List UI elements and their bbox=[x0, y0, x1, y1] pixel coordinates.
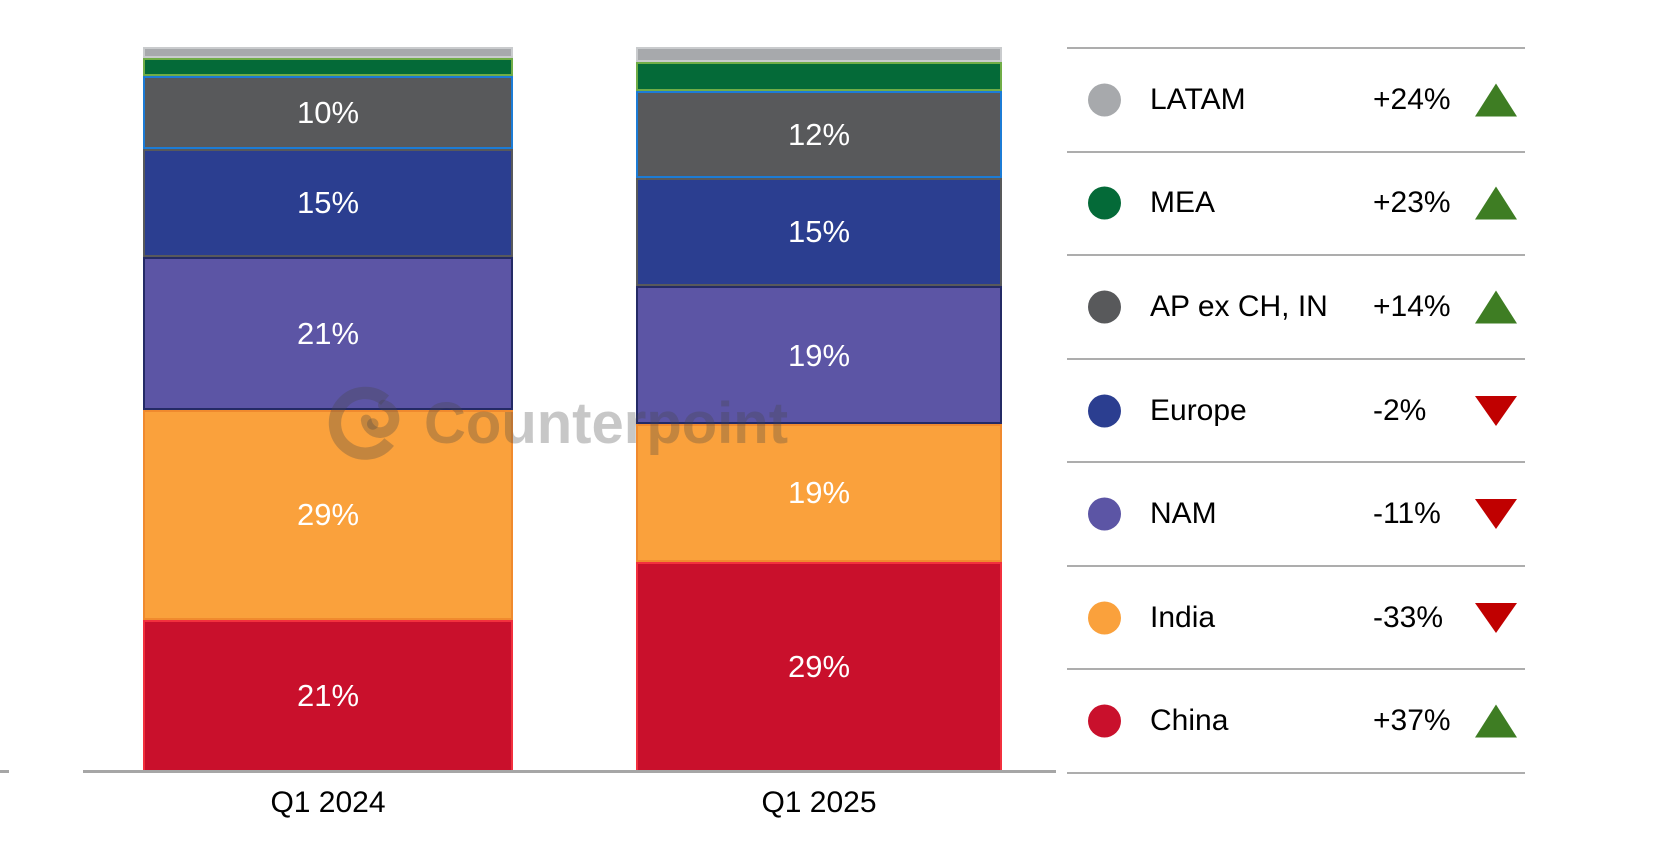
segment-value-label: 15% bbox=[787, 214, 851, 250]
segment-latam bbox=[143, 47, 513, 58]
legend-change-value: +23% bbox=[1373, 186, 1451, 220]
x-axis-label-q1-2024: Q1 2024 bbox=[270, 786, 386, 819]
trend-down-icon bbox=[1475, 499, 1517, 530]
legend-label: MEA bbox=[1150, 186, 1216, 220]
segment-value-label: 10% bbox=[296, 94, 360, 130]
legend-label: AP ex CH, IN bbox=[1150, 289, 1328, 323]
legend-label: NAM bbox=[1150, 497, 1217, 531]
segment-ap-ex-ch-in: 12% bbox=[636, 90, 1002, 178]
legend-color-dot-nam bbox=[1088, 497, 1121, 531]
x-axis-label-q1-2025: Q1 2025 bbox=[761, 786, 877, 819]
segment-value-label: 19% bbox=[787, 337, 851, 373]
chart-bar-q1-2024: 10% 15% 21% 29% 21% bbox=[143, 47, 513, 772]
legend-row-ap-ex-ch-in: AP ex CH, IN +14% bbox=[1067, 254, 1525, 358]
legend: LATAM +24% MEA +23% AP ex CH, IN +14% Europe -2… bbox=[1067, 47, 1525, 774]
legend-row-nam: NAM -11% bbox=[1067, 461, 1525, 565]
segment-china: 21% bbox=[143, 619, 513, 772]
legend-color-dot-mea bbox=[1088, 186, 1121, 220]
legend-change-value: -33% bbox=[1373, 600, 1444, 634]
legend-color-dot-ap-ex-ch-in bbox=[1088, 290, 1121, 324]
segment-value-label: 19% bbox=[787, 475, 851, 511]
trend-up-icon bbox=[1475, 83, 1517, 117]
trend-up-icon bbox=[1475, 186, 1517, 220]
segment-value-label: 15% bbox=[296, 185, 360, 221]
legend-color-dot-latam bbox=[1088, 83, 1121, 117]
x-axis-line bbox=[83, 770, 1056, 773]
legend-change-value: -11% bbox=[1373, 497, 1441, 531]
legend-row-latam: LATAM +24% bbox=[1067, 47, 1525, 151]
segment-mea bbox=[636, 61, 1002, 91]
segment-value-label: 21% bbox=[296, 678, 360, 714]
segment-europe: 15% bbox=[143, 148, 513, 258]
chart-bar-q1-2025: 12% 15% 19% 19% 29% bbox=[636, 47, 1002, 772]
segment-mea bbox=[143, 57, 513, 76]
segment-value-label: 12% bbox=[787, 116, 851, 152]
segment-china: 29% bbox=[636, 561, 1002, 772]
segment-latam bbox=[636, 47, 1002, 62]
segment-value-label: 29% bbox=[296, 497, 360, 533]
legend-change-value: -2% bbox=[1373, 393, 1427, 427]
segment-ap-ex-ch-in: 10% bbox=[143, 76, 513, 149]
segment-value-label: 29% bbox=[787, 649, 851, 685]
segment-india: 19% bbox=[636, 424, 1002, 562]
legend-row-india: India -33% bbox=[1067, 564, 1525, 669]
legend-change-value: +37% bbox=[1373, 704, 1451, 738]
legend-change-value: +24% bbox=[1373, 82, 1451, 116]
legend-label: LATAM bbox=[1150, 82, 1246, 116]
legend-label: India bbox=[1150, 600, 1216, 634]
trend-down-icon bbox=[1475, 602, 1517, 633]
legend-row-europe: Europe -2% bbox=[1067, 357, 1525, 462]
legend-color-dot-europe bbox=[1088, 394, 1121, 428]
segment-india: 29% bbox=[143, 409, 513, 620]
legend-color-dot-india bbox=[1088, 601, 1121, 635]
segment-nam: 21% bbox=[143, 257, 513, 410]
axis-tick bbox=[0, 770, 9, 773]
segment-value-label: 21% bbox=[296, 315, 360, 351]
trend-down-icon bbox=[1475, 395, 1517, 426]
legend-row-mea: MEA +23% bbox=[1067, 150, 1525, 255]
trend-up-icon bbox=[1475, 290, 1517, 324]
trend-up-icon bbox=[1475, 704, 1517, 738]
legend-label: Europe bbox=[1150, 393, 1247, 427]
legend-color-dot-china bbox=[1088, 704, 1121, 738]
segment-nam: 19% bbox=[636, 286, 1002, 424]
legend-label: China bbox=[1150, 704, 1229, 738]
legend-row-china: China +37% bbox=[1067, 668, 1525, 772]
legend-change-value: +14% bbox=[1373, 289, 1451, 323]
segment-europe: 15% bbox=[636, 177, 1002, 287]
